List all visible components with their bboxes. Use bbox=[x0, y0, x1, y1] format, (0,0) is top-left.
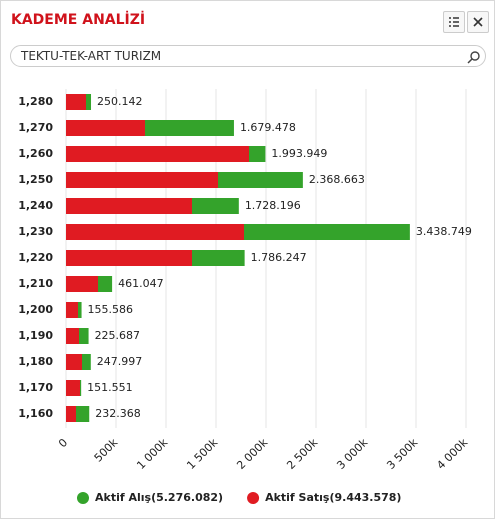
y-tick-label: 1,200 bbox=[18, 303, 53, 316]
bar-segment bbox=[76, 406, 90, 422]
close-button[interactable] bbox=[467, 11, 489, 33]
bar-segment bbox=[66, 380, 80, 396]
bar-segment bbox=[66, 354, 82, 370]
total-label: 3.438.749 bbox=[416, 225, 472, 238]
bar-segment bbox=[192, 198, 239, 214]
bar-segment bbox=[66, 224, 244, 240]
bar-segment bbox=[218, 172, 303, 188]
x-tick-label: 1 000k bbox=[134, 436, 170, 472]
bar-segment bbox=[78, 302, 82, 318]
x-tick-label: 500k bbox=[92, 436, 121, 465]
total-label: 250.142 bbox=[97, 95, 142, 108]
search-icon bbox=[467, 51, 480, 64]
bar-segment bbox=[66, 406, 76, 422]
total-label: 2.368.663 bbox=[309, 173, 365, 186]
legend-marker bbox=[247, 492, 260, 504]
total-label: 225.687 bbox=[95, 329, 140, 342]
widget-title: KADEME ANALİZİ bbox=[11, 12, 146, 28]
bar-segment bbox=[145, 120, 234, 136]
y-tick-label: 1,240 bbox=[18, 199, 53, 212]
y-tick-label: 1,170 bbox=[18, 381, 53, 394]
total-label: 1.728.196 bbox=[245, 199, 301, 212]
total-label: 232.368 bbox=[95, 407, 141, 420]
legend-label: Aktif Satış(9.443.578) bbox=[265, 491, 401, 504]
search-box[interactable]: TEKTU-TEK-ART TURIZM bbox=[10, 45, 486, 67]
legend-item[interactable]: Aktif Satış(9.443.578) bbox=[247, 491, 401, 504]
y-tick-label: 1,210 bbox=[18, 277, 53, 290]
total-label: 1.993.949 bbox=[271, 147, 327, 160]
total-label: 247.997 bbox=[97, 355, 143, 368]
bar-segment bbox=[86, 94, 92, 110]
bar-segment bbox=[66, 146, 249, 162]
legend-item[interactable]: Aktif Alış(5.276.082) bbox=[77, 491, 223, 504]
x-tick-label: 0 bbox=[56, 436, 70, 450]
y-tick-label: 1,270 bbox=[18, 121, 53, 134]
bar-segment bbox=[66, 302, 78, 318]
bar-segment bbox=[66, 250, 192, 266]
bar-segment bbox=[98, 276, 113, 292]
legend-marker bbox=[77, 492, 89, 504]
x-tick-label: 3 500k bbox=[384, 436, 420, 472]
y-tick-label: 1,260 bbox=[18, 147, 53, 160]
bar-segment bbox=[249, 146, 266, 162]
x-tick-label: 2 000k bbox=[234, 436, 270, 472]
list-button[interactable] bbox=[443, 11, 465, 33]
x-tick-label: 1 500k bbox=[184, 436, 220, 472]
list-icon bbox=[449, 17, 459, 27]
x-tick-label: 4 000k bbox=[434, 436, 470, 472]
total-label: 155.586 bbox=[88, 303, 133, 316]
x-tick-label: 3 000k bbox=[334, 436, 370, 472]
total-label: 1.679.478 bbox=[240, 121, 296, 134]
bar-segment bbox=[66, 198, 192, 214]
total-label: 1.786.247 bbox=[251, 251, 307, 264]
y-tick-label: 1,230 bbox=[18, 225, 53, 238]
y-tick-label: 1,280 bbox=[18, 95, 53, 108]
total-label: 151.551 bbox=[87, 381, 132, 394]
total-label: 461.047 bbox=[118, 277, 164, 290]
bar-segment bbox=[66, 120, 145, 136]
legend-label: Aktif Alış(5.276.082) bbox=[95, 491, 223, 504]
search-text: TEKTU-TEK-ART TURIZM bbox=[21, 49, 162, 63]
bar-segment bbox=[244, 224, 410, 240]
bar-segment bbox=[66, 328, 79, 344]
bar-segment bbox=[192, 250, 245, 266]
y-tick-label: 1,190 bbox=[18, 329, 53, 342]
bar-segment bbox=[66, 276, 98, 292]
y-tick-label: 1,220 bbox=[18, 251, 53, 264]
bar-segment bbox=[66, 94, 86, 110]
bar-segment bbox=[66, 172, 218, 188]
y-tick-label: 1,180 bbox=[18, 355, 53, 368]
bar-segment bbox=[82, 354, 91, 370]
x-tick-label: 2 500k bbox=[284, 436, 320, 472]
bar-segment bbox=[80, 380, 82, 396]
bar-segment bbox=[79, 328, 89, 344]
close-icon bbox=[473, 17, 483, 27]
y-tick-label: 1,250 bbox=[18, 173, 53, 186]
y-tick-label: 1,160 bbox=[18, 407, 53, 420]
